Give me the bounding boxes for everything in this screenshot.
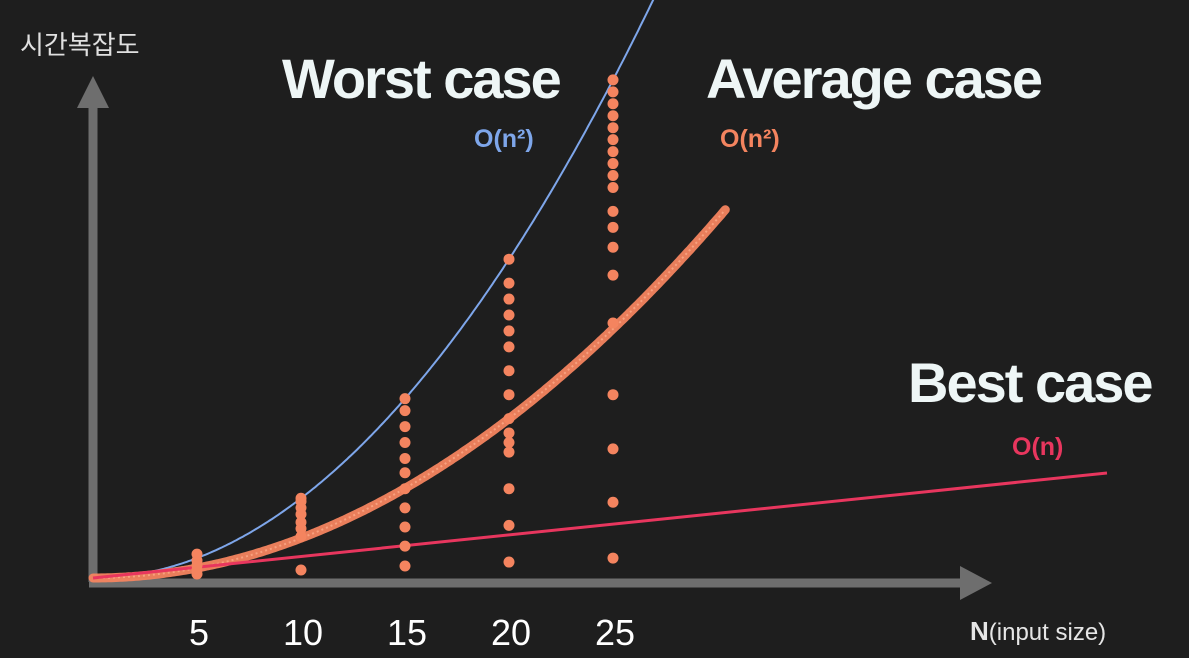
sample-dot [503, 389, 515, 401]
sample-dots [191, 74, 619, 580]
x-axis-label-n: N [970, 616, 989, 646]
sample-dot [607, 221, 619, 233]
sample-dot [607, 496, 619, 508]
best-case-complexity: O(n) [1012, 433, 1063, 461]
x-tick-label: 20 [491, 612, 531, 653]
sample-dot [607, 443, 619, 455]
average-case-title: Average case [706, 47, 1042, 110]
sample-dot [503, 427, 515, 439]
sample-dot [295, 564, 307, 576]
sample-dot [295, 516, 307, 528]
sample-dot [503, 413, 515, 425]
y-axis-label: 시간복잡도 [20, 31, 140, 61]
best-case-line [92, 471, 1108, 580]
sample-dot [399, 467, 411, 479]
sample-dot [607, 122, 619, 134]
sample-dot [399, 393, 411, 405]
sample-dot [607, 170, 619, 182]
best-case-title: Best case [908, 351, 1152, 414]
sample-dot [503, 293, 515, 305]
sample-dot [607, 181, 619, 193]
sample-dot [191, 548, 203, 560]
sample-dot [607, 241, 619, 253]
labels: 시간복잡도 Worst case O(n²) Average case O(n²… [20, 31, 1154, 646]
average-case-complexity: O(n²) [720, 125, 780, 153]
y-axis-arrow-icon [77, 76, 109, 108]
x-tick-label: 15 [387, 612, 427, 653]
sample-dot [295, 531, 307, 543]
sample-dot [503, 309, 515, 321]
sample-dot [503, 277, 515, 289]
sample-dot [607, 86, 619, 98]
x-tick-label: 5 [189, 612, 209, 653]
worst-case-curve [93, 0, 655, 579]
worst-case-complexity: O(n²) [474, 125, 534, 153]
sample-dot [503, 437, 515, 449]
sample-dot [399, 521, 411, 533]
sample-dot [607, 110, 619, 122]
sample-dot [503, 483, 515, 495]
sample-dot [295, 492, 307, 504]
sample-dot [607, 98, 619, 110]
sample-dot [503, 519, 515, 531]
sample-dot [399, 483, 411, 495]
axes [77, 76, 992, 600]
sample-dot [607, 158, 619, 170]
x-axis-label-rest: (input size) [989, 619, 1106, 646]
sample-dot [607, 552, 619, 564]
sample-dot [399, 421, 411, 433]
x-tick-label: 25 [595, 612, 635, 653]
sample-dot [399, 560, 411, 572]
worst-case-title: Worst case [282, 47, 561, 110]
x-tick-label: 10 [283, 612, 323, 653]
x-axis-arrow-icon [960, 566, 992, 600]
sample-dot [607, 389, 619, 401]
sample-dot [399, 452, 411, 464]
sample-dot [399, 540, 411, 552]
sample-dot [607, 205, 619, 217]
sample-dot [503, 556, 515, 568]
sample-dot [503, 341, 515, 353]
sample-dot [607, 317, 619, 329]
x-ticks: 5 10 15 20 25 [189, 612, 635, 653]
sample-dot [399, 502, 411, 514]
x-axis-label: N(input size) [970, 616, 1106, 646]
sample-dot [399, 405, 411, 417]
sample-dot [607, 269, 619, 281]
sample-dot [399, 437, 411, 449]
sample-dot [607, 74, 619, 86]
sample-dot [503, 446, 515, 458]
sample-dot [607, 134, 619, 146]
sample-dot [607, 146, 619, 158]
sample-dot [503, 325, 515, 337]
sample-dot [503, 365, 515, 377]
sample-dot [503, 253, 515, 265]
